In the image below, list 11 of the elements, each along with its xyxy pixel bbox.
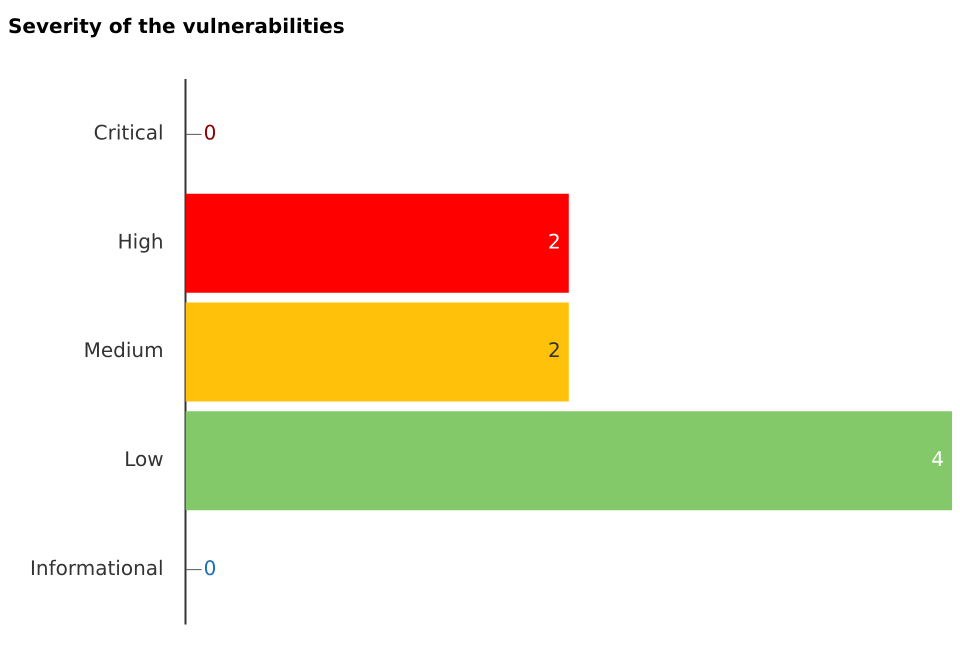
y-tick-label: High — [118, 229, 164, 254]
data-label: 2 — [548, 338, 561, 362]
data-label: 2 — [548, 229, 561, 254]
y-tick-label: Critical — [94, 120, 164, 145]
data-label: 0 — [204, 556, 216, 580]
data-label: 0 — [204, 120, 216, 145]
y-tick-label: Medium — [84, 338, 164, 362]
chart-title: Severity of the vulnerabilities — [8, 14, 345, 38]
data-label: 4 — [931, 447, 944, 472]
y-tick-label: Informational — [30, 556, 164, 580]
y-tick-label: Low — [124, 447, 164, 472]
